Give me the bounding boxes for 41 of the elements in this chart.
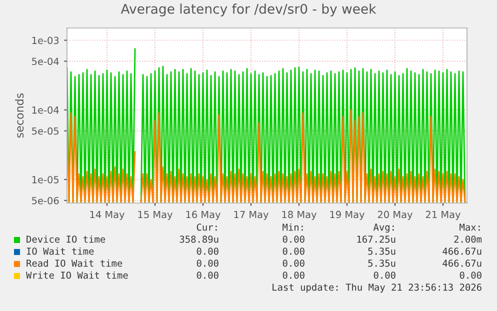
x-tick-label: 20 May (378, 210, 412, 220)
x-tick-label: 17 May (234, 210, 268, 220)
x-tick-label: 19 May (330, 210, 364, 220)
y-tick-label: 1e-05 (32, 176, 59, 184)
text: 466.67u (442, 260, 482, 267)
text: 5.35u (368, 260, 396, 267)
x-tick-label: 14 May (90, 210, 124, 220)
y-tick-label: 5e-06 (32, 196, 59, 204)
chart-title: Average latency for /dev/sr0 - by week (120, 4, 376, 16)
text: 0.00 (460, 272, 482, 279)
text: 466.67u (442, 248, 482, 255)
text: 0.00 (196, 272, 218, 279)
text: 0.00 (282, 272, 304, 279)
text: 0.00 (282, 260, 304, 267)
text: 0.00 (196, 260, 218, 267)
legend-label: Write IO Wait time (26, 271, 128, 279)
text: 358.89u (180, 236, 218, 243)
legend-label: Read IO Wait time (26, 259, 122, 267)
y-tick-label: 1e-04 (32, 106, 59, 114)
text: 5.35u (368, 248, 396, 255)
x-tick-label: 18 May (282, 210, 316, 220)
legend-label: Device IO time (26, 235, 106, 243)
x-tick-label: 15 May (138, 210, 172, 220)
legend-label: IO Wait time (26, 247, 94, 255)
text: Max: (460, 224, 480, 231)
text: 167.25u (357, 236, 396, 243)
x-tick-label: 21 May (426, 210, 460, 220)
text: 0.00 (282, 236, 304, 243)
y-tick-label: 1e-03 (32, 36, 59, 44)
text: Avg: (373, 224, 394, 233)
text: 0.00 (282, 248, 304, 255)
text: 0.00 (196, 248, 218, 255)
y-tick-label: 5e-05 (32, 127, 59, 135)
y-axis-title: seconds (15, 93, 24, 138)
text: 2.00m (454, 236, 482, 243)
text: Min: (282, 223, 303, 231)
y-tick-label: 5e-04 (32, 58, 59, 66)
text: 0.00 (374, 272, 396, 279)
x-tick-label: 16 May (186, 210, 220, 220)
text: Last update: Thu May 21 23:56:13 2026 (272, 283, 482, 293)
text: Cur: (196, 224, 217, 231)
